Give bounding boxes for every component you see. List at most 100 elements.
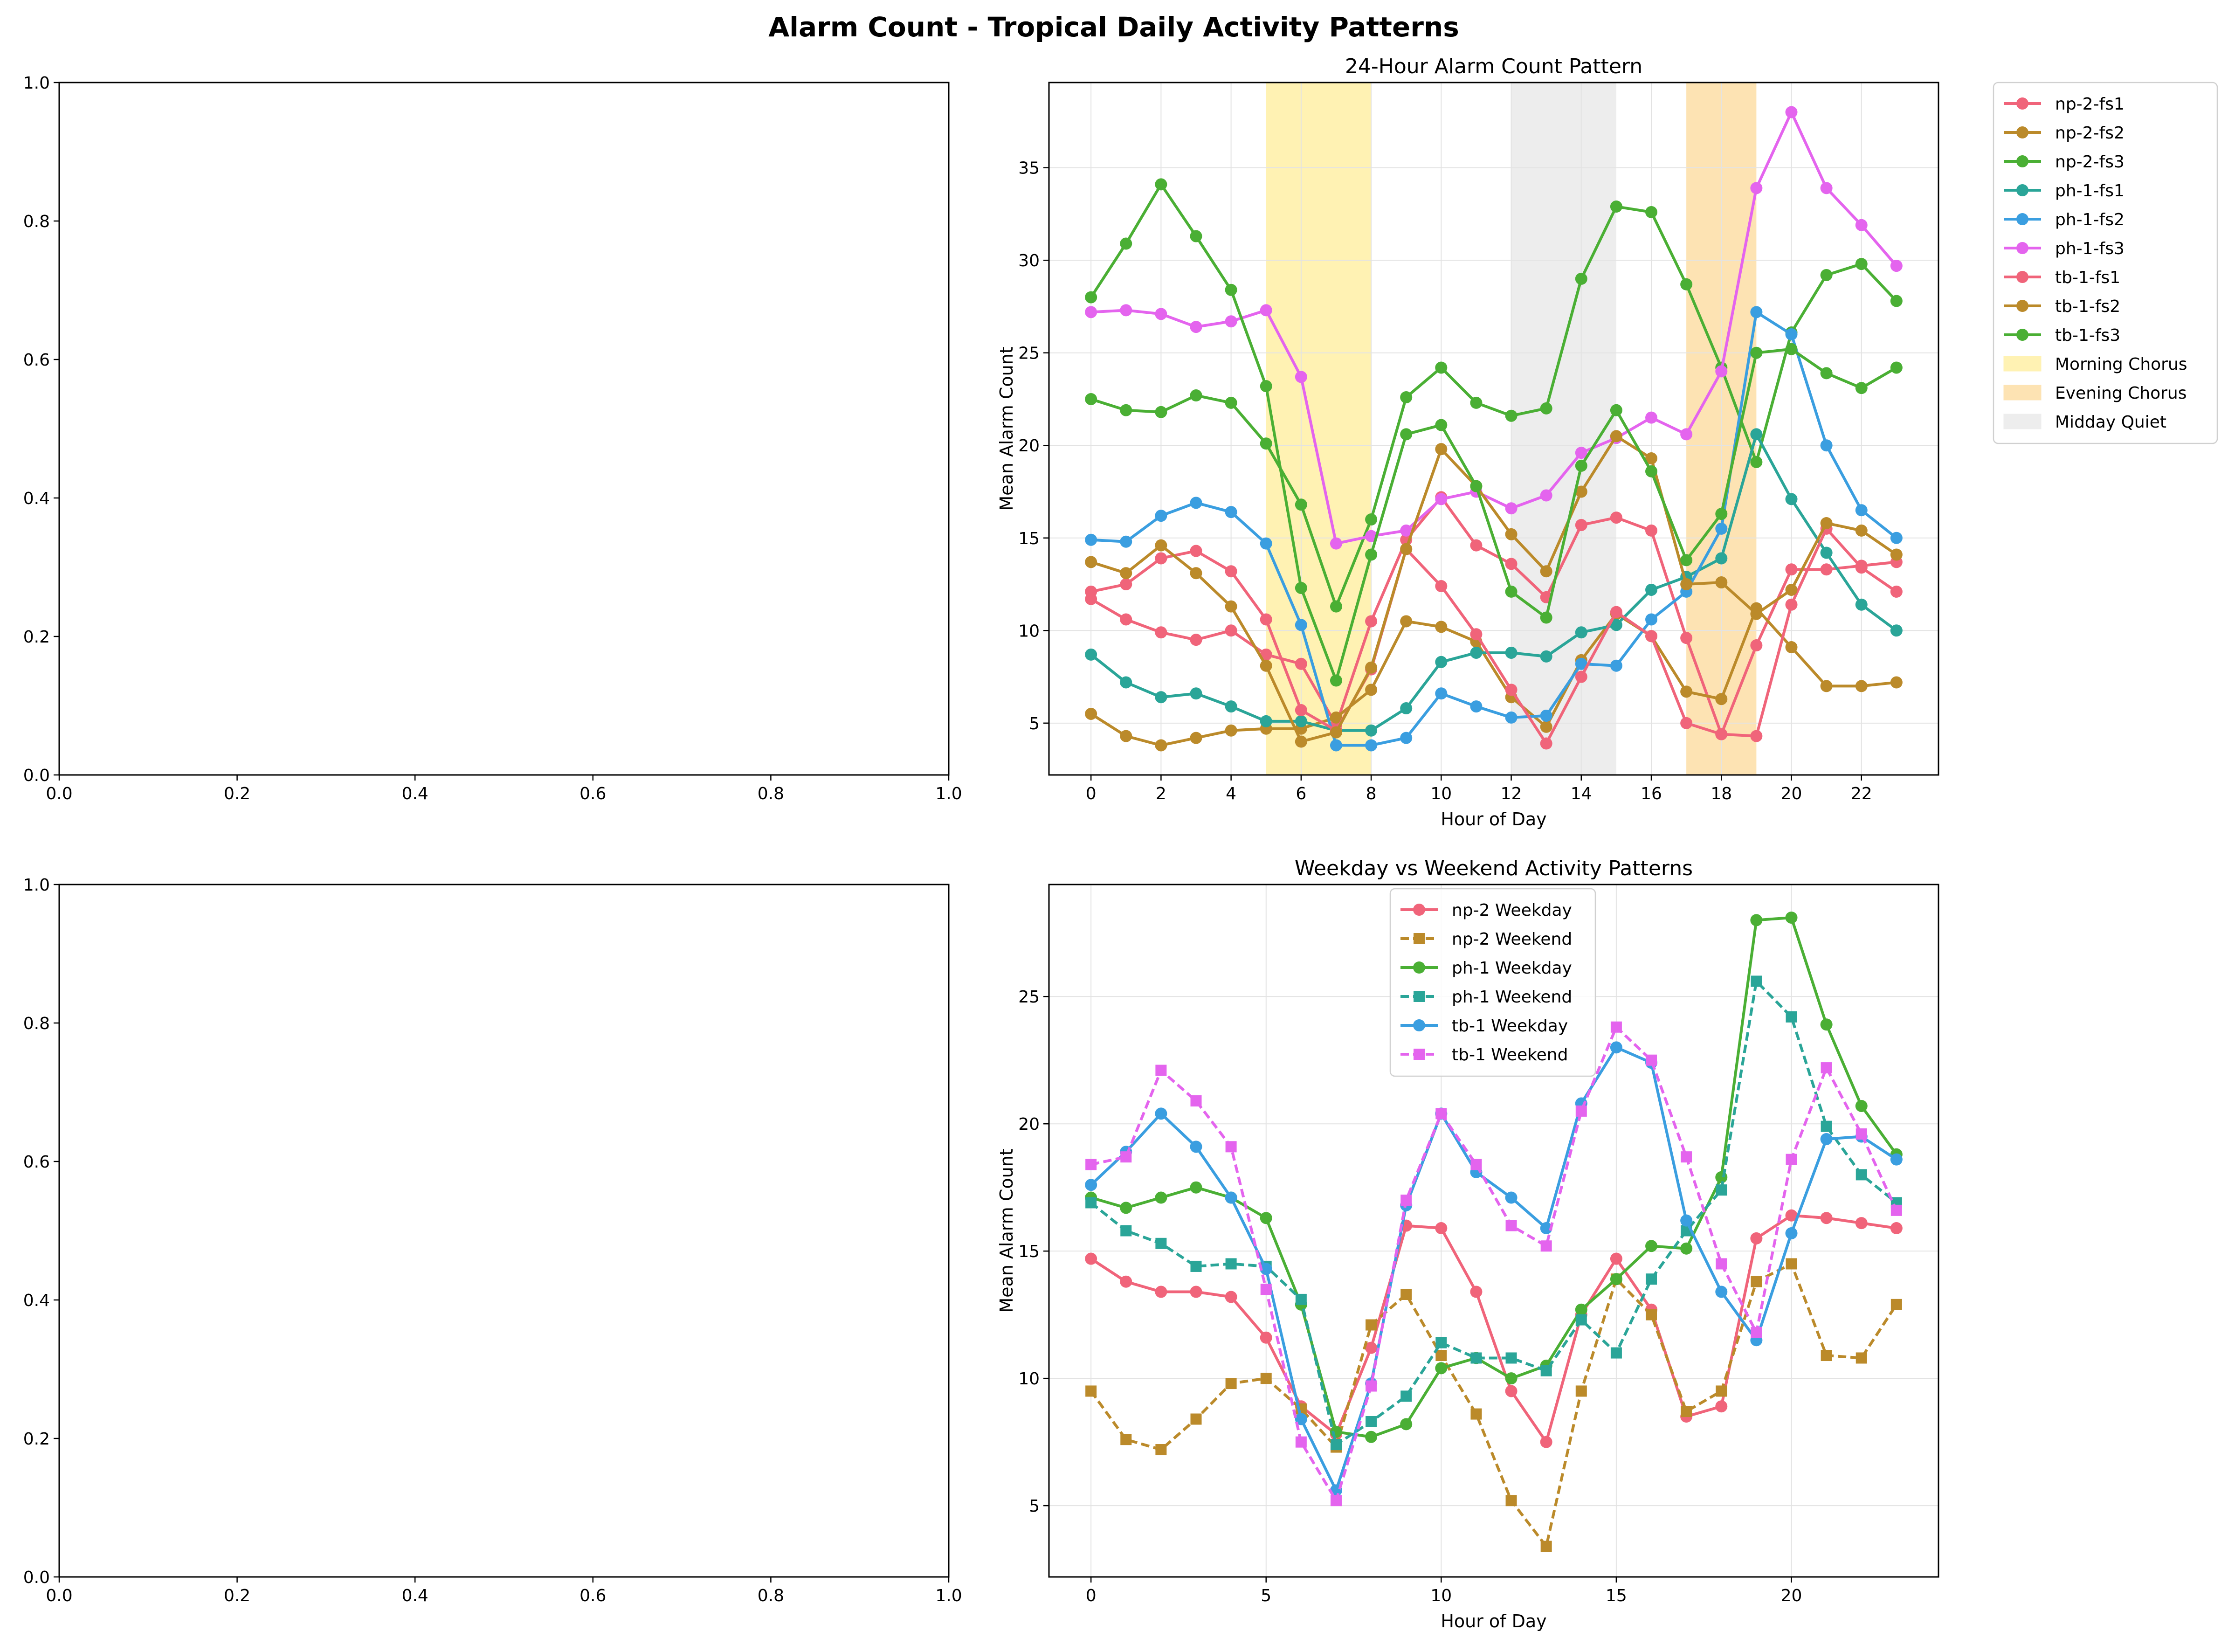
data-point-tb-1-weekend <box>1821 1062 1832 1074</box>
data-point-np-2-fs1 <box>1820 563 1833 576</box>
data-point-np-2-weekday <box>1750 1232 1763 1244</box>
data-point-tb-1-fs1 <box>1575 670 1587 683</box>
hourly-legend-label-np-2-fs2: np-2-fs2 <box>2055 124 2125 143</box>
data-point-tb-1-weekend <box>1540 1240 1552 1252</box>
data-point-tb-1-fs1 <box>1540 737 1552 750</box>
data-point-np-2-fs3 <box>1820 269 1833 281</box>
data-point-ph-1-weekend <box>1540 1365 1552 1376</box>
data-point-tb-1-fs1 <box>1610 606 1622 618</box>
data-point-ph-1-weekday <box>1400 1418 1413 1431</box>
data-point-ph-1-fs2 <box>1890 532 1903 544</box>
data-point-tb-1-fs2 <box>1225 600 1237 613</box>
top-left-x-tick-label: 0.4 <box>402 784 428 803</box>
data-point-ph-1-weekday <box>1645 1240 1658 1252</box>
data-point-np-2-weekday <box>1610 1252 1622 1265</box>
data-point-np-2-fs3 <box>1330 600 1342 613</box>
top-left-y-tick-label: 0.0 <box>23 766 50 785</box>
hourly-x-tick-label: 10 <box>1430 784 1452 803</box>
data-point-tb-1-weekend <box>1610 1021 1622 1033</box>
data-point-np-2-fs2 <box>1085 707 1097 720</box>
data-point-tb-1-fs2 <box>1155 539 1167 552</box>
hourly-y-tick-label: 15 <box>1018 529 1040 548</box>
top-left-x-tick-label: 1.0 <box>935 784 962 803</box>
hourly-legend-label-ph-1-fs1: ph-1-fs1 <box>2055 181 2125 200</box>
hourly-x-tick-label: 2 <box>1156 784 1166 803</box>
data-point-tb-1-fs3 <box>1120 237 1132 250</box>
hourly-legend-label-midday-quiet: Midday Quiet <box>2055 413 2166 432</box>
hourly-legend-label-np-2-fs1: np-2-fs1 <box>2055 95 2125 114</box>
data-point-ph-1-fs1 <box>1085 648 1097 661</box>
data-point-tb-1-weekend <box>1505 1220 1517 1231</box>
weekday-series-group <box>1085 911 1903 1552</box>
weekday-x-tick-label: 10 <box>1430 1586 1452 1605</box>
data-point-tb-1-weekend <box>1295 1436 1307 1448</box>
data-point-tb-1-fs2 <box>1785 583 1798 596</box>
data-point-ph-1-weekday <box>1750 914 1763 926</box>
data-point-np-2-weekday <box>1120 1275 1132 1288</box>
data-point-np-2-fs1 <box>1610 511 1622 524</box>
data-point-ph-1-fs3 <box>1715 365 1728 378</box>
data-point-np-2-weekend <box>1470 1408 1482 1420</box>
data-point-ph-1-fs2 <box>1855 504 1868 517</box>
data-point-np-2-fs3 <box>1645 206 1658 218</box>
data-point-ph-1-fs2 <box>1820 439 1833 452</box>
data-point-ph-1-fs2 <box>1400 732 1413 744</box>
data-point-tb-1-weekday <box>1155 1107 1167 1120</box>
data-point-np-2-fs3 <box>1750 456 1763 468</box>
data-point-np-2-fs2 <box>1890 676 1903 689</box>
data-point-ph-1-fs3 <box>1680 428 1693 441</box>
data-point-ph-1-weekend <box>1120 1225 1132 1237</box>
data-point-tb-1-fs3 <box>1715 508 1728 520</box>
data-point-ph-1-fs2 <box>1225 506 1237 518</box>
data-point-ph-1-fs2 <box>1645 613 1658 626</box>
data-point-tb-1-fs3 <box>1330 674 1342 687</box>
data-point-tb-1-weekend <box>1716 1258 1727 1270</box>
data-point-tb-1-weekend <box>1330 1495 1342 1507</box>
data-point-tb-1-weekend <box>1366 1380 1377 1392</box>
data-point-np-2-weekend <box>1085 1385 1097 1397</box>
weekday-y-axis-label: Mean Alarm Count <box>996 1148 1017 1313</box>
data-point-ph-1-fs1 <box>1855 598 1868 611</box>
data-point-tb-1-fs1 <box>1295 704 1307 717</box>
data-point-tb-1-fs2 <box>1715 576 1728 589</box>
data-point-np-2-weekend <box>1120 1434 1132 1445</box>
data-point-tb-1-fs1 <box>1155 552 1167 565</box>
data-point-np-2-fs1 <box>1120 613 1132 626</box>
data-point-np-2-fs2 <box>1435 621 1448 633</box>
data-point-tb-1-fs3 <box>1400 428 1413 441</box>
data-point-tb-1-weekend <box>1400 1194 1412 1206</box>
data-point-ph-1-fs2 <box>1610 659 1622 672</box>
data-point-np-2-weekend <box>1366 1319 1377 1331</box>
data-point-ph-1-fs2 <box>1750 306 1763 318</box>
data-point-np-2-weekend <box>1890 1299 1902 1310</box>
data-point-np-2-fs3 <box>1575 272 1587 285</box>
hourly-x-tick-label: 18 <box>1711 784 1732 803</box>
bottom-left-y-tick-label: 0.8 <box>23 1014 50 1033</box>
data-point-tb-1-fs2 <box>1190 567 1202 580</box>
data-point-ph-1-weekday <box>1785 911 1798 924</box>
data-point-np-2-weekend <box>1225 1378 1237 1389</box>
bottom-left-y-tick-label: 1.0 <box>23 876 50 895</box>
data-point-ph-1-weekday <box>1610 1273 1622 1286</box>
hourly-legend-marker-tb-1-fs1 <box>2016 271 2028 283</box>
data-point-np-2-fs3 <box>1120 404 1132 416</box>
data-point-ph-1-fs2 <box>1435 687 1448 700</box>
bottom-left-x-tick-label: 1.0 <box>935 1586 962 1605</box>
data-point-ph-1-weekday <box>1505 1372 1518 1385</box>
data-point-np-2-fs3 <box>1505 409 1518 422</box>
data-point-np-2-weekday <box>1435 1222 1448 1235</box>
bottom-left-y-tick-label: 0.0 <box>23 1568 50 1587</box>
weekday-weekend-panel: 0 5 10 15 20 5 10 15 20 25 Weekday vs Weekend Acti… <box>996 857 1939 1631</box>
weekday-y-tick-label: 10 <box>1018 1369 1040 1389</box>
hourly-x-tick-label: 22 <box>1851 784 1872 803</box>
hourly-legend-label-ph-1-fs2: ph-1-fs2 <box>2055 210 2125 229</box>
data-point-ph-1-fs1 <box>1120 676 1132 689</box>
data-point-tb-1-weekend <box>1155 1064 1167 1076</box>
data-point-tb-1-weekday <box>1715 1286 1728 1298</box>
hourly-axes-frame <box>1048 82 1939 776</box>
data-point-np-2-fs2 <box>1225 724 1237 737</box>
data-point-tb-1-weekend <box>1646 1054 1657 1066</box>
data-point-ph-1-weekend <box>1435 1337 1447 1348</box>
data-point-np-2-fs2 <box>1540 720 1552 733</box>
data-point-tb-1-weekend <box>1890 1204 1902 1216</box>
